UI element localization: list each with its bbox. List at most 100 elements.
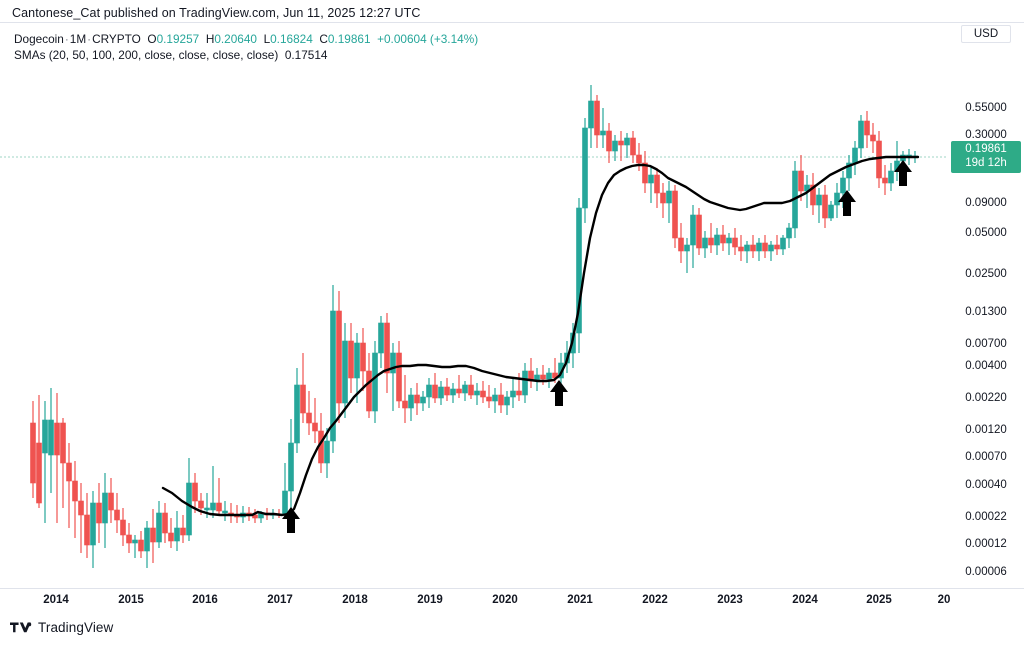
candle-body [696, 214, 702, 249]
candle-body [102, 492, 108, 524]
candle-body [750, 244, 756, 252]
candle-body [396, 352, 402, 402]
current-price-badge[interactable]: 0.19861 19d 12h [951, 141, 1021, 173]
candle-body [60, 422, 66, 464]
time-tick: 2023 [717, 594, 743, 606]
candle-body [888, 170, 894, 184]
candle-body [648, 174, 654, 184]
legend-close-label: C [319, 32, 328, 46]
legend-indicator-row: SMAs (20, 50, 100, 200, close, close, cl… [14, 48, 478, 64]
candle-body [96, 502, 102, 524]
tradingview-logo-icon [10, 621, 32, 635]
candle-body [840, 177, 846, 194]
candle-body [762, 242, 768, 252]
candle-body [600, 130, 606, 136]
price-tick: 0.00012 [965, 538, 1007, 550]
candle-body [768, 244, 774, 252]
candle-body [462, 384, 468, 394]
legend-high-label: H [205, 32, 215, 46]
candle-body [864, 120, 870, 136]
time-tick: 2025 [866, 594, 892, 606]
candle-body [858, 120, 864, 149]
candle-body [402, 400, 408, 409]
candlestick-canvas [0, 85, 946, 568]
price-tick: 0.00400 [965, 360, 1007, 372]
legend-interval[interactable]: 1M [69, 32, 87, 46]
candle-body [666, 190, 672, 204]
candle-body [48, 419, 54, 456]
candle-body [780, 237, 786, 250]
legend-low-label: L [263, 32, 271, 46]
price-tick: 0.55000 [965, 102, 1007, 114]
candle-body [180, 527, 186, 536]
candle-body [480, 390, 486, 398]
candle-body [486, 396, 492, 402]
candle-body [546, 372, 552, 380]
candle-body [822, 194, 828, 219]
time-tick: 2024 [792, 594, 818, 606]
candle-body [798, 170, 804, 192]
candle-body [348, 340, 354, 379]
candle-body [366, 370, 372, 412]
candle-body [384, 322, 390, 374]
candle-body [456, 388, 462, 394]
time-tick: 2018 [342, 594, 368, 606]
price-tick: 0.00700 [965, 338, 1007, 350]
candle-body [468, 384, 474, 396]
current-price-value: 0.19861 [965, 143, 1007, 155]
candle-body [738, 246, 744, 252]
candle-body [378, 322, 384, 354]
arrow-2020-breakout-icon[interactable] [550, 380, 568, 406]
candle-body [168, 532, 174, 542]
legend-symbol[interactable]: Dogecoin [14, 32, 64, 46]
candle-body [330, 310, 336, 442]
candle-body [618, 140, 624, 146]
candle-body [360, 342, 366, 372]
candle-body [108, 492, 114, 511]
candle-body [786, 227, 792, 239]
chart-legend[interactable]: Dogecoin·1M·CRYPTO O0.19257 H0.20640 L0.… [12, 31, 483, 64]
candle-body [132, 539, 138, 544]
time-tick: 2019 [417, 594, 443, 606]
arrow-2017-breakout-icon[interactable] [282, 507, 300, 533]
price-tick: 0.00220 [965, 392, 1007, 404]
candle-body [36, 442, 42, 504]
candle-body [630, 137, 636, 156]
candle-body [204, 507, 210, 511]
candle-body [222, 510, 228, 514]
candle-body [690, 214, 696, 246]
candle-body [756, 242, 762, 252]
price-tick: 0.00070 [965, 451, 1007, 463]
price-axis[interactable]: USD 0.55000 0.30000 0.09000 0.05000 0.02500 0… [946, 23, 1024, 604]
time-axis[interactable]: 2014 2015 2016 2017 2018 2019 2020 2021 2022 2023… [0, 588, 1024, 613]
candle-body [294, 384, 300, 444]
candle-body [78, 500, 84, 516]
candle-body [54, 422, 60, 456]
candle-body [642, 162, 648, 184]
candle-group [30, 85, 918, 568]
candle-body [114, 509, 120, 521]
price-tick: 0.00040 [965, 479, 1007, 491]
chart-pane[interactable] [0, 23, 946, 588]
candle-body [492, 394, 498, 402]
candle-body [426, 384, 432, 398]
candle-body [432, 384, 438, 399]
candle-body [516, 390, 522, 396]
candle-body [438, 386, 444, 399]
candle-body [774, 244, 780, 250]
candle-body [150, 527, 156, 543]
legend-indicator-name[interactable]: SMAs (20, 50, 100, 200, close, close, cl… [14, 47, 279, 62]
candle-body [138, 539, 144, 552]
arrow-2024-support-icon[interactable] [838, 190, 856, 216]
candle-body [174, 527, 180, 542]
candle-body [504, 396, 510, 406]
candle-body [84, 514, 90, 546]
candle-body [498, 394, 504, 406]
time-tick: 2021 [567, 594, 593, 606]
tradingview-footer[interactable]: TradingView [10, 620, 113, 635]
candle-body [588, 100, 594, 129]
candle-body [342, 340, 348, 404]
time-tick: 20 [937, 594, 951, 606]
arrow-2025-support-icon[interactable] [894, 160, 912, 186]
